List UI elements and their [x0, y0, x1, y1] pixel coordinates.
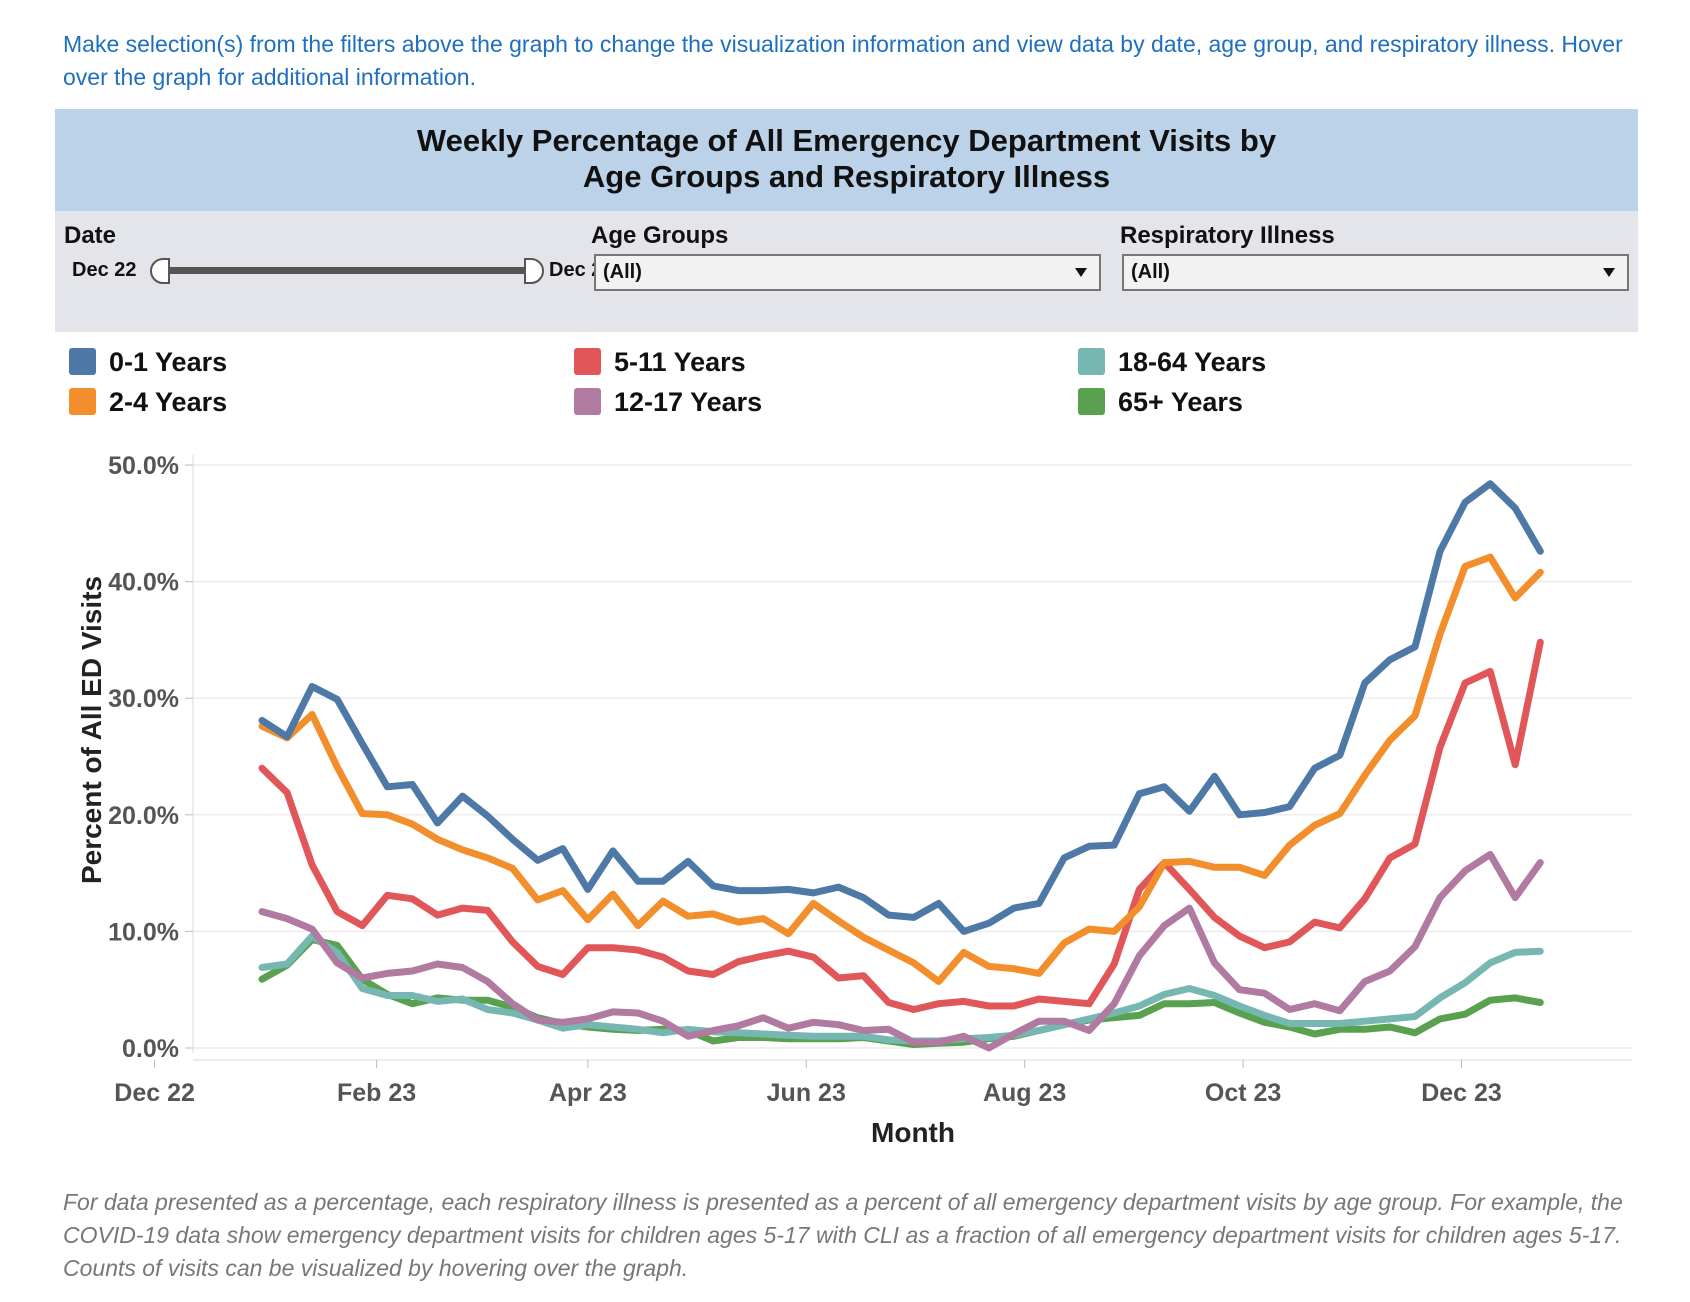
x-tick-label: Oct 23 — [1205, 1079, 1281, 1107]
age-groups-filter-label: Age Groups — [591, 222, 729, 249]
x-axis-label: Month — [871, 1117, 955, 1148]
y-axis-ticks: 0.0% 10.0% 20.0% 30.0% 40.0% 50.0% — [108, 452, 179, 1063]
legend-swatch — [574, 388, 601, 415]
series-line-0-1-years[interactable] — [258, 480, 1544, 935]
series-line-5-11-years[interactable] — [258, 638, 1544, 1013]
y-tick-label: 0.0% — [122, 1035, 179, 1063]
legend-swatch — [69, 388, 96, 415]
line-chart[interactable]: 0.0% 10.0% 20.0% 30.0% 40.0% 50.0% Dec 22 Feb … — [0, 440, 1690, 1160]
date-slider-start-handle[interactable] — [150, 258, 170, 284]
x-tick-label: Feb 23 — [337, 1079, 416, 1107]
x-tick-label: Dec 22 — [114, 1079, 195, 1107]
respiratory-illness-selected-value: (All) — [1131, 261, 1170, 283]
legend-label: 12-17 Years — [614, 387, 763, 417]
legend-label: 65+ Years — [1118, 387, 1243, 417]
respiratory-illness-filter-label: Respiratory Illness — [1120, 222, 1335, 249]
y-tick-label: 30.0% — [108, 685, 179, 713]
y-tick-label: 50.0% — [108, 452, 179, 480]
y-axis-label: Percent of All ED Visits — [76, 576, 107, 884]
chart-title-banner: Weekly Percentage of All Emergency Depar… — [55, 109, 1638, 211]
chart-title-line-2: Age Groups and Respiratory Illness — [582, 159, 1111, 194]
chevron-down-icon — [1603, 268, 1615, 277]
series-line-18-64-years[interactable] — [258, 932, 1544, 1045]
filters-panel: Date Dec 22 Dec 23 Age Groups (All) Resp… — [55, 211, 1638, 332]
legend-label: 5-11 Years — [614, 347, 746, 377]
x-tick-label: Aug 23 — [983, 1079, 1066, 1107]
chart-title-line-1: Weekly Percentage of All Emergency Depar… — [416, 123, 1277, 158]
series-line-2-4-years[interactable] — [258, 553, 1544, 985]
footnote: For data presented as a percentage, each… — [63, 1189, 1623, 1281]
date-range-start: Dec 22 — [72, 259, 137, 281]
y-tick-label: 10.0% — [108, 918, 179, 946]
legend-swatch — [1078, 388, 1105, 415]
gridlines — [154, 455, 1632, 1068]
series-lines[interactable] — [258, 480, 1544, 1052]
x-tick-label: Apr 23 — [549, 1079, 627, 1107]
instructions-text: Make selection(s) from the filters above… — [63, 31, 1623, 90]
chart-title: Weekly Percentage of All Emergency Depar… — [55, 109, 1638, 195]
series-line-12-17-years[interactable] — [258, 850, 1544, 1052]
legend-swatch — [1078, 348, 1105, 375]
age-groups-selected-value: (All) — [603, 261, 642, 283]
y-tick-label: 20.0% — [108, 802, 179, 830]
y-tick-label: 40.0% — [108, 569, 179, 597]
date-range-slider[interactable] — [158, 267, 533, 274]
legend-swatch — [574, 348, 601, 375]
legend-label: 2-4 Years — [109, 387, 228, 417]
date-slider-end-handle[interactable] — [524, 258, 544, 284]
x-axis-ticks: Dec 22 Feb 23 Apr 23 Jun 23 Aug 23 Oct 23 Dec … — [114, 1079, 1502, 1107]
legend-label: 0-1 Years — [109, 347, 228, 377]
x-tick-label: Dec 23 — [1421, 1079, 1502, 1107]
age-groups-dropdown[interactable]: (All) — [594, 254, 1101, 291]
chevron-down-icon — [1075, 268, 1087, 277]
respiratory-illness-dropdown[interactable]: (All) — [1122, 254, 1629, 291]
x-tick-label: Jun 23 — [767, 1079, 846, 1107]
date-filter-label: Date — [64, 222, 117, 249]
legend-label: 18-64 Years — [1118, 347, 1267, 377]
legend-swatch — [69, 348, 96, 375]
